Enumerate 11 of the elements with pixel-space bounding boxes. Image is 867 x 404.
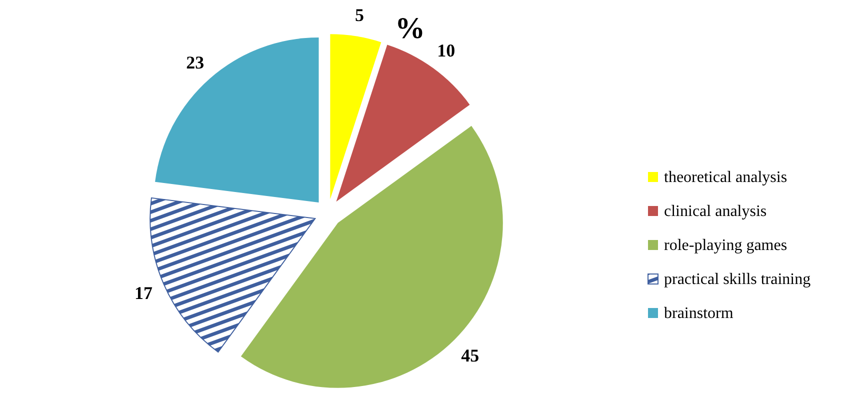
legend-label: role-playing games	[664, 237, 788, 254]
legend-label: brainstorm	[664, 305, 734, 322]
data-label: 5	[354, 4, 364, 25]
data-label: 23	[186, 52, 204, 73]
legend-label: practical skills training	[664, 271, 811, 288]
data-label: 17	[134, 283, 153, 304]
legend-label: theoretical analysis	[664, 169, 788, 186]
chart-title: %	[395, 12, 425, 45]
data-label: 45	[461, 345, 480, 366]
legend-label: clinical analysis	[664, 203, 767, 220]
data-label: 10	[437, 40, 456, 61]
